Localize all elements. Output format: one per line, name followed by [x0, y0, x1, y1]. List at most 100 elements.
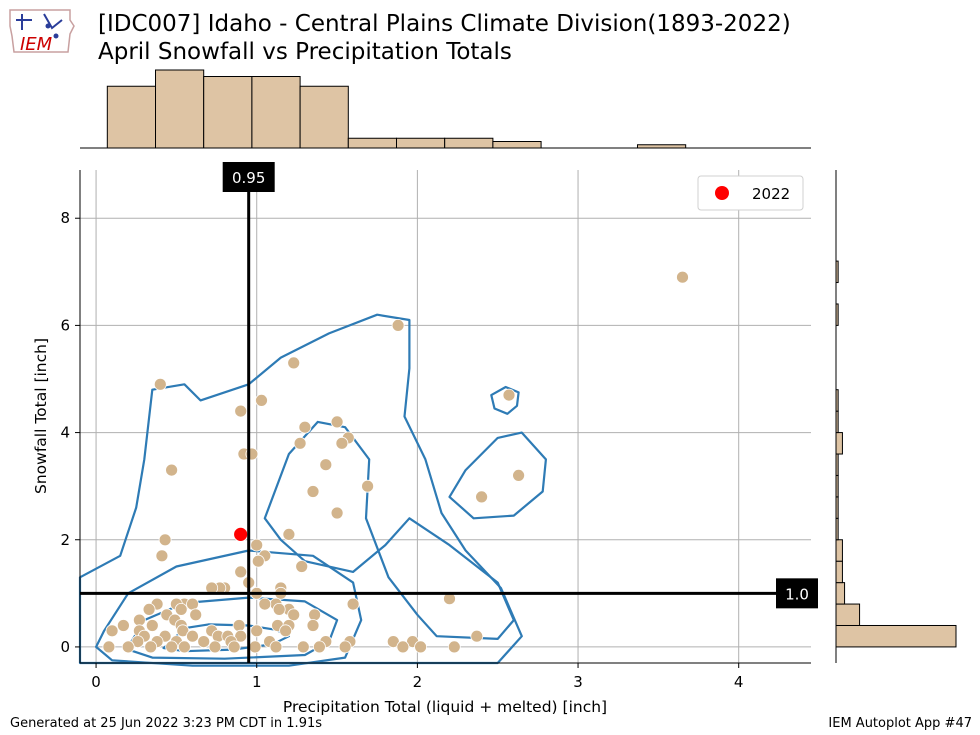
kde-contour [448, 431, 547, 520]
iem-logo: IEM [9, 9, 75, 55]
top-hist-bar [347, 137, 397, 149]
axes: 0 1 2 3 4 0 2 4 6 8 [60, 170, 811, 691]
data-point [330, 506, 344, 520]
data-point [361, 479, 375, 493]
highlight-point-2022 [233, 526, 249, 542]
right-hist-bar [835, 496, 839, 519]
data-point [282, 528, 296, 541]
chart-title: [IDC007] Idaho - Central Plains Climate … [98, 10, 791, 66]
right-hist-bar [835, 539, 843, 562]
x-tick-label: 0 [91, 673, 101, 691]
legend-label: 2022 [752, 185, 790, 203]
data-point [174, 603, 188, 616]
data-point [396, 640, 410, 654]
data-point [295, 560, 309, 573]
legend-box [697, 175, 804, 211]
data-point [234, 629, 248, 643]
top-histogram [80, 69, 811, 149]
data-point [296, 640, 310, 654]
data-point [248, 640, 262, 654]
data-point [186, 629, 199, 643]
data-point [255, 393, 268, 407]
y-tick-label: 8 [60, 209, 70, 227]
right-hist-bar [835, 303, 839, 326]
legend-marker [715, 186, 729, 200]
data-point [165, 640, 179, 654]
data-point [298, 420, 312, 434]
data-point [512, 468, 525, 482]
data-point [145, 619, 159, 632]
data-point [158, 533, 172, 547]
right-hist-bar [835, 582, 846, 605]
data-point [250, 624, 264, 638]
y-tick-label: 2 [60, 531, 70, 549]
reference-lines: 0.95 1.0 [80, 162, 818, 663]
data-point [308, 608, 322, 622]
data-point [330, 415, 344, 429]
right-hist-bar [835, 453, 839, 476]
top-hist-bar [299, 85, 349, 149]
data-point [121, 640, 135, 654]
data-point [144, 640, 158, 654]
top-hist-bar [155, 69, 205, 149]
data-point [386, 635, 400, 648]
y-tick-label: 0 [60, 638, 70, 656]
data-point [251, 554, 265, 568]
data-point [189, 608, 203, 622]
hline-label: 1.0 [785, 585, 809, 603]
data-point [414, 640, 428, 654]
data-point [269, 640, 283, 654]
data-points [102, 270, 689, 654]
kde-contour [78, 313, 523, 665]
data-point [447, 640, 461, 654]
data-point [176, 624, 190, 638]
vline-label-box [222, 162, 275, 192]
data-point [142, 603, 156, 616]
data-point [319, 458, 333, 472]
x-tick-label: 4 [734, 673, 744, 691]
x-tick-label: 2 [413, 673, 423, 691]
data-point [272, 603, 286, 616]
main-plot: 0.95 1.0 0 1 2 3 4 0 2 4 6 8 2022 [60, 162, 818, 691]
data-point [470, 629, 484, 643]
kde-contour [263, 420, 515, 640]
top-hist-bar [203, 76, 253, 149]
data-point [105, 624, 119, 638]
right-hist-bar [835, 389, 839, 412]
right-histogram [835, 170, 957, 663]
grid-lines [80, 170, 811, 663]
data-point [676, 270, 689, 284]
top-hist-bar [251, 76, 301, 149]
data-point [306, 485, 320, 498]
top-hist-bar [636, 144, 687, 149]
top-hist-bar [492, 141, 542, 149]
y-tick-label: 6 [60, 316, 70, 334]
data-point [131, 635, 145, 648]
x-axis-label: Precipitation Total (liquid + melted) [i… [283, 698, 607, 716]
data-point [502, 388, 516, 402]
footer-app: IEM Autoplot App #47 [828, 716, 972, 731]
data-point [208, 640, 222, 654]
hline-label-box [776, 578, 818, 609]
data-point [197, 635, 211, 648]
right-hist-bar [835, 624, 957, 648]
top-hist-bar [444, 137, 494, 149]
data-point [234, 404, 248, 418]
title-line-1: [IDC007] Idaho - Central Plains Climate … [98, 11, 791, 37]
data-point [232, 619, 246, 632]
right-hist-bar [835, 560, 843, 584]
data-point [475, 490, 489, 504]
right-hist-bar [835, 603, 861, 626]
data-point [306, 619, 320, 632]
y-axis-label: Snowfall Total [inch] [32, 338, 50, 494]
data-point [258, 597, 272, 611]
right-hist-bar [835, 260, 839, 284]
data-point [250, 538, 264, 552]
data-point [186, 597, 199, 611]
data-point [338, 640, 352, 654]
title-line-2: April Snowfall vs Precipitation Totals [98, 39, 512, 65]
y-tick-label: 4 [60, 424, 70, 442]
data-point [346, 597, 360, 611]
logo-text: IEM [20, 34, 53, 55]
